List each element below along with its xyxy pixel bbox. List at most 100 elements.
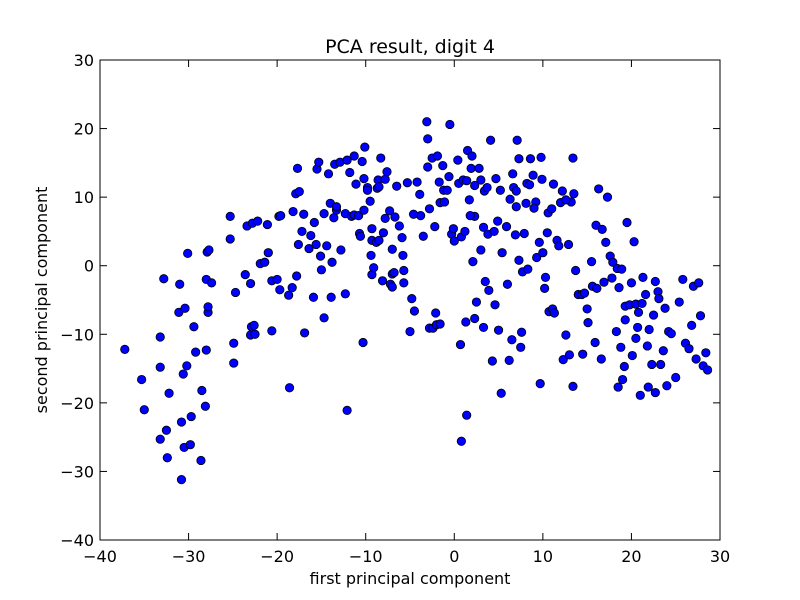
data-point bbox=[528, 170, 538, 180]
data-point bbox=[608, 257, 618, 267]
data-point bbox=[412, 177, 422, 187]
data-point bbox=[516, 327, 527, 337]
chart-title: PCA result, digit 4 bbox=[325, 36, 495, 58]
data-point bbox=[564, 350, 575, 360]
data-point bbox=[137, 374, 147, 385]
data-point bbox=[327, 257, 337, 267]
data-point bbox=[230, 287, 241, 298]
data-point bbox=[345, 167, 355, 178]
data-point bbox=[385, 206, 395, 216]
data-point bbox=[644, 324, 654, 335]
data-point bbox=[514, 255, 524, 265]
data-point bbox=[579, 288, 590, 298]
data-point bbox=[519, 228, 529, 239]
data-point bbox=[299, 209, 309, 219]
data-point bbox=[357, 156, 367, 167]
data-point bbox=[491, 174, 501, 184]
data-point bbox=[637, 298, 647, 309]
data-point bbox=[240, 270, 250, 280]
data-point bbox=[284, 290, 294, 300]
data-point bbox=[614, 283, 624, 293]
data-point bbox=[355, 231, 365, 241]
data-point bbox=[695, 311, 706, 321]
y-tick-label: −30 bbox=[60, 462, 94, 481]
data-point bbox=[380, 213, 390, 223]
x-tick-label: 30 bbox=[710, 547, 730, 566]
x-tick-label: −30 bbox=[172, 547, 206, 566]
data-point bbox=[626, 278, 637, 288]
data-point bbox=[304, 243, 314, 254]
data-point bbox=[369, 263, 379, 273]
data-point bbox=[382, 167, 392, 177]
data-point bbox=[374, 182, 384, 192]
data-point bbox=[535, 379, 545, 389]
data-point bbox=[360, 142, 370, 152]
data-point bbox=[434, 177, 444, 187]
data-point bbox=[189, 322, 199, 332]
data-point bbox=[390, 212, 400, 222]
data-point bbox=[504, 355, 514, 365]
data-point bbox=[467, 151, 477, 161]
data-point bbox=[316, 265, 327, 275]
data-point bbox=[684, 344, 694, 354]
data-point bbox=[445, 119, 455, 130]
data-point bbox=[336, 245, 346, 255]
data-point bbox=[465, 211, 475, 221]
data-point bbox=[365, 196, 375, 206]
data-point bbox=[415, 189, 425, 199]
data-point bbox=[176, 417, 187, 427]
data-point bbox=[478, 222, 489, 232]
data-point bbox=[538, 248, 548, 258]
data-point bbox=[662, 381, 672, 391]
data-point bbox=[510, 230, 521, 240]
data-point bbox=[516, 342, 526, 352]
data-point bbox=[460, 226, 470, 237]
data-point bbox=[563, 239, 574, 250]
data-point bbox=[139, 405, 149, 415]
data-point bbox=[642, 341, 652, 351]
data-point bbox=[354, 211, 364, 221]
data-point bbox=[315, 251, 326, 261]
data-point bbox=[532, 252, 542, 263]
data-point bbox=[203, 302, 213, 312]
y-tick-label: 30 bbox=[74, 51, 94, 70]
data-point bbox=[253, 216, 263, 226]
data-point bbox=[493, 216, 503, 226]
y-tick-label: 0 bbox=[84, 257, 94, 276]
data-point bbox=[635, 390, 645, 400]
data-point bbox=[678, 274, 688, 285]
data-point bbox=[601, 237, 611, 247]
data-point bbox=[424, 204, 435, 214]
data-point bbox=[394, 221, 404, 231]
data-point bbox=[183, 248, 193, 258]
x-tick-label: −40 bbox=[83, 547, 117, 566]
data-point bbox=[496, 388, 506, 398]
data-point bbox=[536, 152, 546, 162]
data-point bbox=[505, 194, 515, 204]
data-point bbox=[448, 224, 458, 234]
data-point bbox=[435, 319, 445, 329]
data-point bbox=[611, 326, 621, 337]
data-point bbox=[359, 174, 369, 184]
data-point bbox=[464, 195, 474, 205]
data-point bbox=[408, 209, 419, 219]
data-point bbox=[423, 162, 433, 172]
data-point bbox=[159, 274, 169, 284]
data-point bbox=[470, 313, 480, 324]
data-point bbox=[619, 361, 629, 372]
data-point bbox=[342, 155, 352, 165]
data-point bbox=[200, 401, 210, 411]
data-point bbox=[674, 297, 684, 307]
data-point bbox=[418, 231, 428, 241]
data-point bbox=[342, 405, 352, 415]
data-point bbox=[650, 276, 660, 287]
data-point bbox=[225, 211, 235, 221]
data-point bbox=[362, 185, 373, 195]
data-point bbox=[292, 163, 303, 173]
data-point bbox=[476, 175, 486, 185]
data-point bbox=[524, 180, 535, 190]
data-point bbox=[613, 382, 623, 392]
data-point bbox=[308, 292, 319, 302]
data-point bbox=[484, 285, 494, 295]
